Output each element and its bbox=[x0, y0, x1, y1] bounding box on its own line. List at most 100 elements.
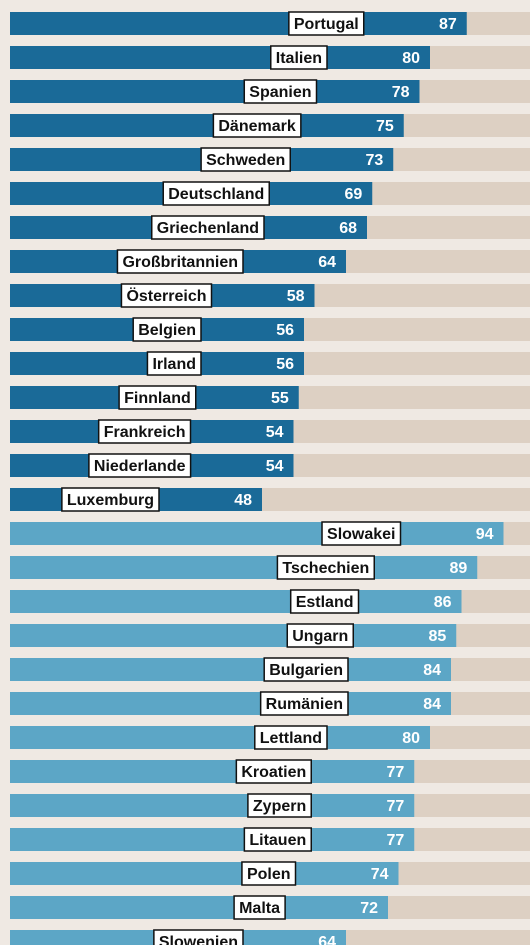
value-label: 89 bbox=[449, 560, 467, 577]
bar bbox=[10, 624, 457, 647]
category-label: Italien bbox=[276, 50, 322, 67]
bar bbox=[10, 114, 404, 137]
value-label: 73 bbox=[365, 152, 383, 169]
label-box bbox=[276, 555, 375, 580]
category-label: Großbritannien bbox=[122, 254, 238, 271]
label-box bbox=[263, 657, 349, 682]
category-label: Ungarn bbox=[292, 628, 348, 645]
category-label: Litauen bbox=[249, 832, 306, 849]
bar bbox=[10, 794, 415, 817]
label-box bbox=[321, 521, 402, 546]
value-label: 56 bbox=[276, 322, 294, 339]
label-box bbox=[289, 589, 360, 614]
label-box bbox=[247, 793, 312, 818]
value-label: 75 bbox=[376, 118, 394, 135]
value-label: 77 bbox=[386, 832, 404, 849]
bar bbox=[10, 896, 388, 919]
category-label: Spanien bbox=[249, 84, 311, 101]
value-label: 56 bbox=[276, 356, 294, 373]
value-label: 84 bbox=[423, 662, 441, 679]
bar bbox=[10, 12, 467, 35]
value-label: 64 bbox=[318, 934, 336, 945]
label-box bbox=[153, 929, 244, 945]
value-label: 48 bbox=[234, 492, 252, 509]
value-label: 64 bbox=[318, 254, 336, 271]
value-label: 58 bbox=[287, 288, 305, 305]
value-label: 80 bbox=[402, 730, 420, 747]
category-label: Finnland bbox=[124, 390, 191, 407]
label-box bbox=[146, 351, 202, 376]
label-box bbox=[212, 113, 302, 138]
value-label: 69 bbox=[344, 186, 362, 203]
value-label: 85 bbox=[428, 628, 446, 645]
category-label: Deutschland bbox=[168, 186, 264, 203]
label-box bbox=[254, 725, 328, 750]
bar bbox=[10, 726, 430, 749]
label-box bbox=[286, 623, 354, 648]
bar bbox=[10, 862, 399, 885]
label-box bbox=[200, 147, 291, 172]
value-label: 84 bbox=[423, 696, 441, 713]
label-box bbox=[233, 895, 286, 920]
bar bbox=[10, 46, 430, 69]
value-label: 77 bbox=[386, 798, 404, 815]
category-label: Schweden bbox=[206, 152, 285, 169]
label-box bbox=[97, 419, 192, 444]
label-box bbox=[243, 79, 318, 104]
label-box bbox=[235, 759, 312, 784]
category-label: Griechenland bbox=[157, 220, 259, 237]
category-label: Irland bbox=[152, 356, 196, 373]
value-label: 54 bbox=[266, 424, 284, 441]
label-box bbox=[151, 215, 265, 240]
bar bbox=[10, 556, 478, 579]
label-box bbox=[116, 249, 244, 274]
label-box bbox=[162, 181, 270, 206]
category-label: Bulgarien bbox=[269, 662, 343, 679]
label-box bbox=[241, 861, 297, 886]
label-box bbox=[270, 45, 328, 70]
bar bbox=[10, 828, 415, 851]
value-label: 77 bbox=[386, 764, 404, 781]
label-box bbox=[61, 487, 160, 512]
label-box bbox=[120, 283, 213, 308]
bar bbox=[10, 760, 415, 783]
value-label: 87 bbox=[439, 16, 457, 33]
category-label: Dänemark bbox=[218, 118, 295, 135]
value-label: 74 bbox=[371, 866, 389, 883]
value-label: 55 bbox=[271, 390, 289, 407]
category-label: Estland bbox=[296, 594, 354, 611]
value-label: 94 bbox=[476, 526, 494, 543]
category-label: Slowenien bbox=[159, 934, 238, 945]
bar bbox=[10, 692, 451, 715]
category-label: Rumänien bbox=[266, 696, 343, 713]
category-label: Österreich bbox=[126, 286, 206, 305]
label-box bbox=[88, 453, 192, 478]
value-label: 68 bbox=[339, 220, 357, 237]
bar bbox=[10, 590, 462, 613]
category-label: Frankreich bbox=[104, 424, 186, 441]
value-label: 78 bbox=[392, 84, 410, 101]
value-label: 72 bbox=[360, 900, 378, 917]
category-label: Luxemburg bbox=[67, 492, 154, 509]
label-box bbox=[243, 827, 312, 852]
label-box bbox=[288, 11, 365, 36]
category-label: Portugal bbox=[294, 16, 359, 33]
value-label: 54 bbox=[266, 458, 284, 475]
category-label: Tschechien bbox=[282, 560, 369, 577]
bar bbox=[10, 658, 451, 681]
category-label: Niederlande bbox=[94, 458, 186, 475]
value-label: 86 bbox=[434, 594, 452, 611]
category-label: Polen bbox=[247, 866, 291, 883]
category-label: Slowakei bbox=[327, 526, 395, 543]
bar bbox=[10, 522, 504, 545]
label-box bbox=[259, 691, 349, 716]
category-label: Belgien bbox=[138, 322, 196, 339]
value-label: 80 bbox=[402, 50, 420, 67]
category-label: Kroatien bbox=[241, 764, 306, 781]
bar bbox=[10, 80, 420, 103]
label-box bbox=[118, 385, 197, 410]
label-box bbox=[132, 317, 202, 342]
category-label: Lettland bbox=[260, 730, 322, 747]
category-label: Malta bbox=[239, 900, 280, 917]
